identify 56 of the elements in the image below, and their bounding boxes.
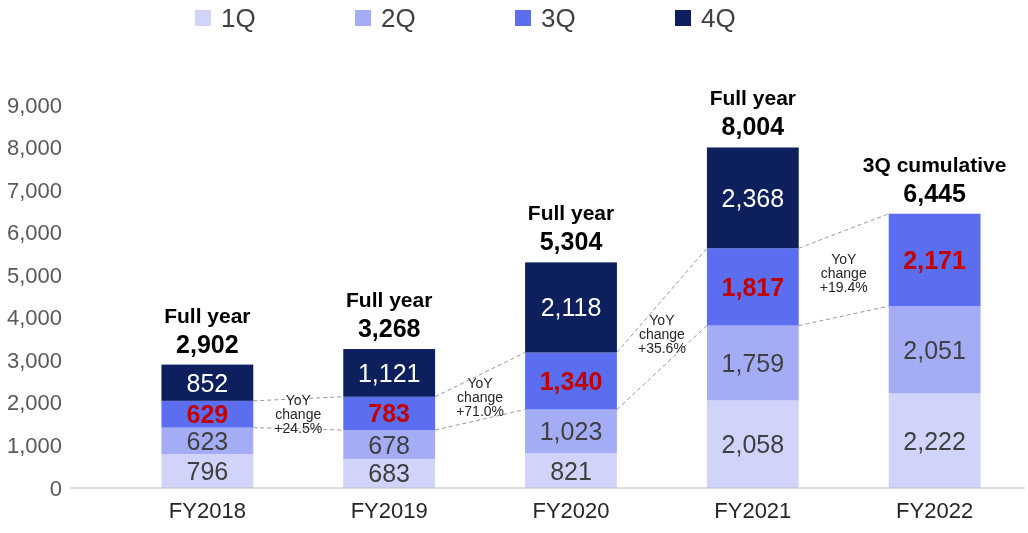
total-label: Full year 2,902 <box>164 303 251 358</box>
x-tick-label: FY2019 <box>350 498 428 523</box>
bar <box>888 213 981 307</box>
data-label: 2,171 <box>903 245 967 274</box>
bar <box>706 147 799 249</box>
bar <box>525 262 617 353</box>
data-label: 1,121 <box>357 358 421 387</box>
bar <box>888 393 981 488</box>
y-tick-label: 1,000 <box>6 432 62 458</box>
annotation: YoY change +24.5% <box>274 391 323 436</box>
data-label: 796 <box>186 457 229 486</box>
data-label: 2,058 <box>721 430 785 459</box>
x-tick-label: FY2018 <box>168 498 246 523</box>
x-tick-label: FY2020 <box>532 498 610 523</box>
y-tick-label: 8,000 <box>6 135 62 161</box>
y-tick-label: 0 <box>49 475 62 501</box>
legend-label: 3Q <box>541 3 576 33</box>
total-label: Full year 3,268 <box>345 288 433 343</box>
annotation: YoY change +35.6% <box>637 311 686 356</box>
bar <box>343 349 436 397</box>
y-tick-label: 6,000 <box>6 220 62 246</box>
bar <box>706 400 799 488</box>
total-label: 3Q cumulative 6,445 <box>862 152 1007 207</box>
data-label: 2,222 <box>903 426 966 455</box>
total-label: Full year 5,304 <box>527 201 615 256</box>
y-tick-label: 7,000 <box>6 177 62 203</box>
data-label: 683 <box>368 459 411 488</box>
data-label: 629 <box>186 400 229 429</box>
legend-label: 4Q <box>701 3 736 33</box>
data-label: 821 <box>550 456 592 485</box>
data-label: 1,023 <box>539 417 603 446</box>
bar <box>888 306 981 394</box>
data-label: 623 <box>186 426 229 455</box>
y-tick-label: 4,000 <box>6 305 62 331</box>
y-tick-label: 5,000 <box>6 262 62 288</box>
y-tick-label: 2,000 <box>6 390 62 416</box>
data-label: 2,118 <box>540 293 602 322</box>
bar <box>706 325 799 401</box>
total-label: Full year 8,004 <box>709 86 797 141</box>
data-label: 2,051 <box>903 335 966 364</box>
bar <box>706 248 799 326</box>
data-label: 1,759 <box>721 348 785 377</box>
x-tick-label: FY2021 <box>714 498 792 523</box>
data-label: 2,368 <box>721 183 785 212</box>
legend-label: 1Q <box>221 3 256 33</box>
y-tick-label: 3,000 <box>6 347 62 373</box>
y-tick-label: 9,000 <box>6 92 62 118</box>
data-label: 783 <box>368 399 411 428</box>
x-tick-label: FY2022 <box>896 498 974 523</box>
annotation: YoY change +19.4% <box>819 251 868 296</box>
legend-label: 2Q <box>381 3 416 33</box>
data-label: 852 <box>186 368 229 397</box>
data-label: 1,817 <box>721 272 785 301</box>
annotation: YoY change +71.0% <box>456 375 505 420</box>
data-label: 678 <box>368 430 411 459</box>
data-label: 1,340 <box>539 367 603 396</box>
